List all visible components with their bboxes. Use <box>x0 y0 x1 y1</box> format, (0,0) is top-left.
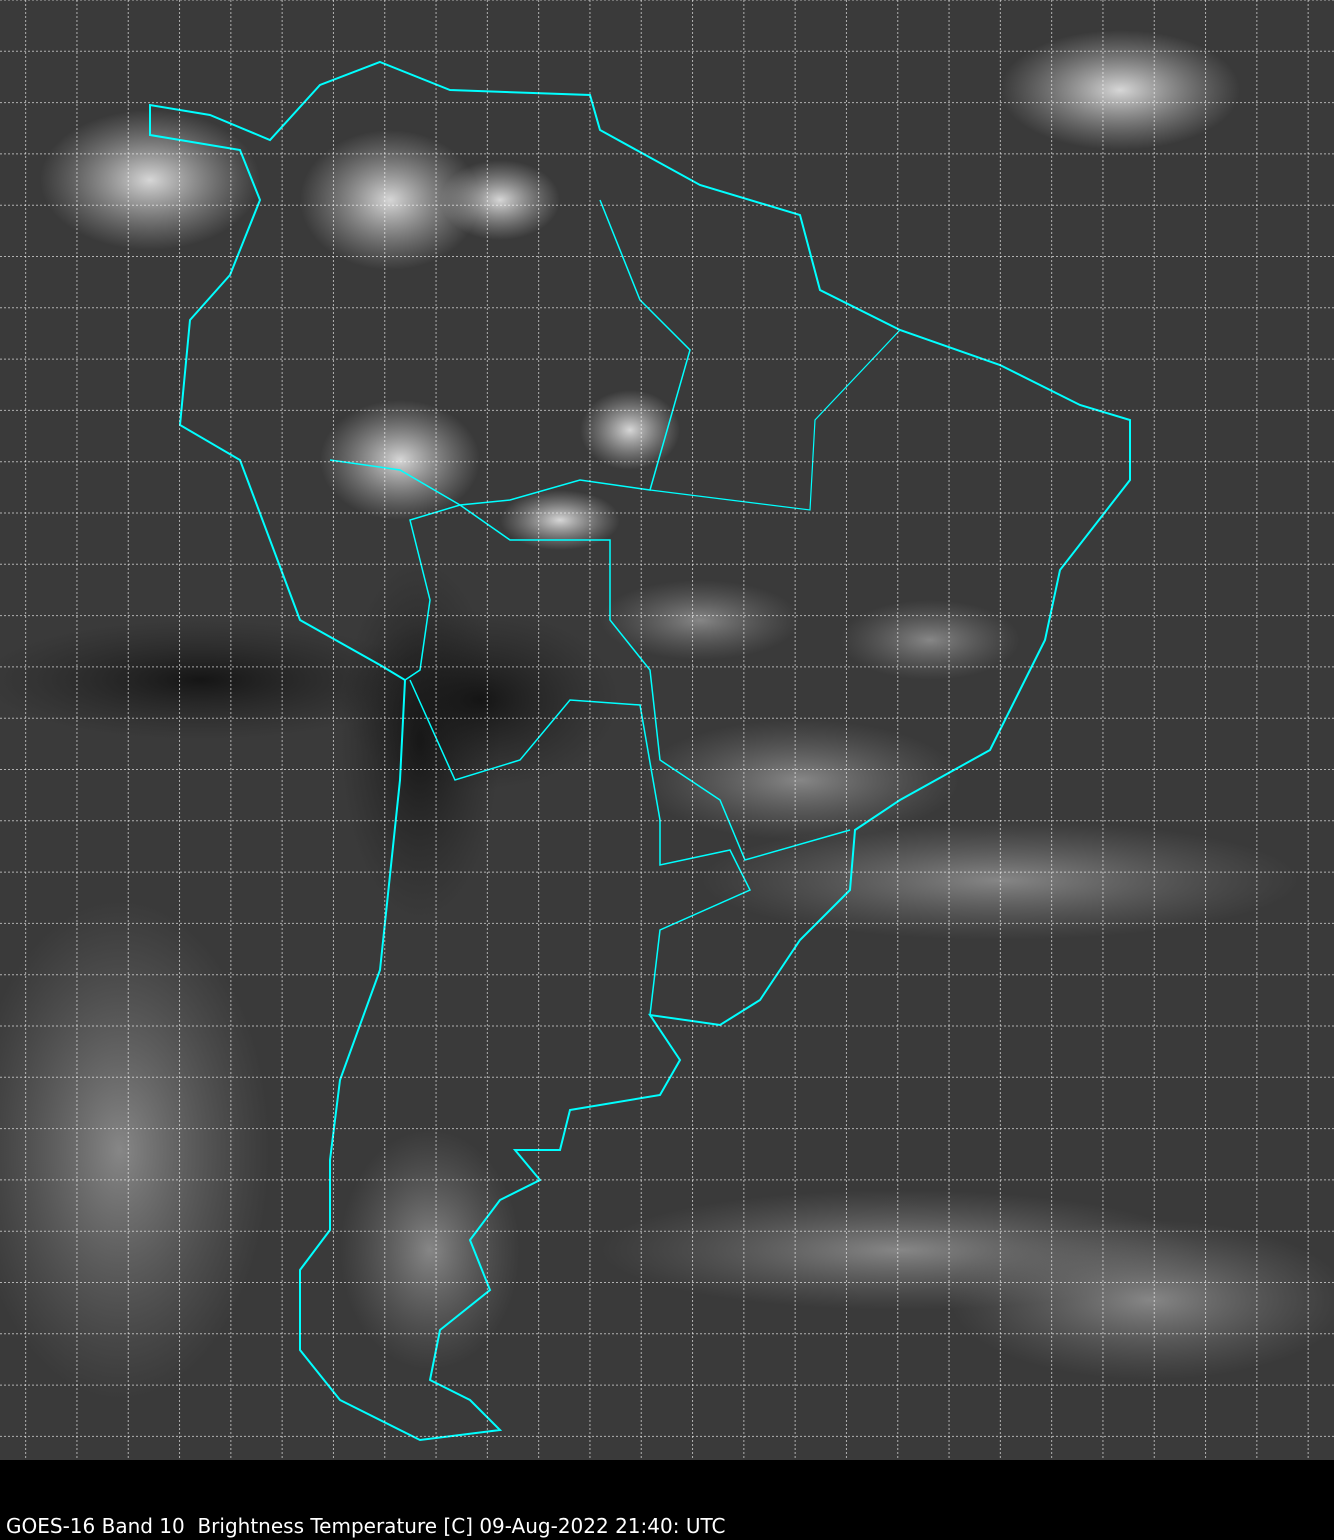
country-borders <box>409 679 752 1016</box>
cloud <box>1000 30 1240 150</box>
cloud <box>500 490 620 550</box>
cloud-layer <box>0 30 1334 1400</box>
cloud <box>600 580 800 660</box>
cloud <box>950 1220 1334 1380</box>
cloud <box>840 600 1020 680</box>
country-borders <box>329 459 851 861</box>
image-caption: GOES-16 Band 10 Brightness Temperature [… <box>6 1514 726 1538</box>
satellite-image <box>0 0 1334 1460</box>
cloud <box>580 390 680 470</box>
map-overlay <box>0 0 1334 1460</box>
cloud <box>640 720 960 840</box>
cloud <box>340 610 620 790</box>
cloud <box>300 130 480 270</box>
cloud <box>320 400 480 520</box>
country-borders <box>404 199 691 681</box>
state-borders <box>649 329 901 511</box>
cloud <box>0 900 270 1400</box>
cloud <box>440 160 560 240</box>
lat-lon-grid <box>0 0 1334 1460</box>
cloud <box>0 620 420 740</box>
